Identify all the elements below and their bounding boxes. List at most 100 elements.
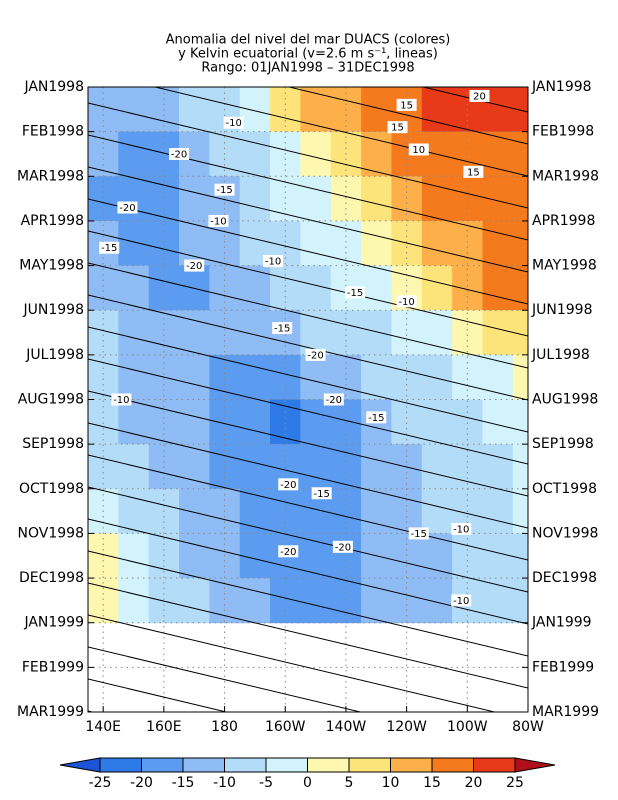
contour-label: -20: [280, 547, 296, 558]
cell: [118, 220, 150, 267]
cell: [361, 444, 392, 490]
kelvin-line: [88, 0, 528, 16]
y-tick-label: NOV1998: [18, 525, 84, 541]
contour-label: -20: [307, 350, 323, 361]
cell: [239, 399, 271, 445]
colorbar-label: 25: [506, 775, 524, 791]
y-tick-label: NOV1998: [532, 525, 598, 541]
colorbar-label: 5: [345, 775, 354, 791]
cell: [391, 310, 423, 356]
contour-label: -20: [186, 261, 202, 272]
contour-label-box: [323, 393, 344, 406]
cell: [209, 220, 241, 267]
cell: [482, 488, 514, 534]
colorbar-swatch: [390, 757, 433, 773]
cell: [391, 354, 423, 400]
contour-label: -15: [274, 324, 290, 335]
contour-label-box: [332, 540, 353, 553]
y-tick-label: DEC1998: [19, 570, 84, 586]
x-tick-label: 120W: [386, 719, 427, 735]
cell: [209, 265, 241, 311]
contour-label-box: [214, 183, 235, 196]
y-tick-label: MAR1998: [17, 168, 84, 184]
cell: [239, 354, 271, 400]
contour-label-box: [263, 255, 284, 268]
kelvin-line: [88, 390, 528, 497]
cell: [179, 310, 210, 356]
colorbar-label: 20: [465, 775, 483, 791]
cell: [482, 131, 514, 177]
cell: [452, 354, 483, 400]
cell: [118, 399, 150, 445]
y-tick-label: DEC1998: [532, 570, 597, 586]
cell: [300, 444, 332, 490]
cell: [300, 131, 332, 177]
contour-label: 10: [412, 145, 425, 156]
contour-label-box: [345, 286, 366, 299]
y-tick-label: FEB1999: [532, 659, 594, 675]
cell: [88, 265, 119, 311]
colorbar-swatch: [59, 757, 101, 773]
cell: [270, 265, 301, 311]
cell: [421, 488, 453, 534]
cell: [361, 176, 392, 222]
colorbar-swatch: [473, 757, 516, 773]
cell: [482, 578, 514, 624]
y-tick-label: SEP1998: [22, 436, 84, 452]
cell: [270, 354, 301, 400]
cell: [330, 354, 362, 400]
kelvin-line: [88, 678, 229, 712]
cell: [361, 354, 392, 400]
contour-label: 15: [391, 123, 404, 134]
cell: [421, 176, 453, 222]
cell: [421, 265, 453, 311]
y-tick-label: FEB1998: [532, 124, 594, 140]
colorbar-label: 0: [303, 775, 312, 791]
cell: [361, 488, 392, 534]
contour-label-box: [408, 527, 429, 540]
y-tick-label: APR1998: [532, 213, 595, 229]
cell: [482, 220, 514, 267]
cell: [421, 578, 453, 624]
cell: [239, 444, 271, 490]
cell: [118, 354, 150, 400]
colorbar-swatch: [307, 757, 350, 773]
kelvin-line: [152, 87, 528, 177]
x-tick-label: 160W: [265, 719, 306, 735]
colorbar-label: 10: [382, 775, 400, 791]
cell: [482, 533, 514, 579]
y-tick-label: MAR1999: [17, 704, 84, 720]
x-tick-label: 80W: [512, 719, 544, 735]
contour-label: -10: [398, 297, 414, 308]
kelvin-line: [88, 358, 528, 465]
contour-label: -15: [216, 185, 232, 196]
cell: [118, 87, 150, 133]
cell: [482, 176, 514, 222]
cell: [361, 87, 392, 133]
colorbar-swatch: [348, 757, 391, 773]
y-tick-label: JAN1999: [531, 615, 592, 631]
cell: [482, 265, 514, 311]
cell: [179, 444, 210, 490]
y-tick-label: AUG1998: [18, 392, 84, 408]
kelvin-line: [88, 134, 528, 241]
contour-label-box: [278, 545, 299, 558]
x-tick-label: 140E: [85, 719, 121, 735]
cell: [421, 399, 453, 445]
contour-label: -15: [368, 413, 384, 424]
contour-label: -15: [411, 529, 427, 540]
field: [88, 87, 528, 624]
contour-label-box: [99, 241, 120, 254]
cell: [179, 87, 210, 133]
cell: [421, 444, 453, 490]
y-tick-label: MAR1998: [532, 168, 599, 184]
contour-label: -20: [335, 542, 351, 553]
contour-label: -15: [313, 489, 329, 500]
cell: [330, 220, 362, 267]
y-tick-label: JAN1998: [23, 79, 84, 95]
contour-label: -20: [119, 203, 135, 214]
cell: [512, 533, 528, 579]
colorbar-label: -5: [259, 775, 273, 791]
cell: [239, 87, 271, 133]
cell: [209, 354, 241, 400]
